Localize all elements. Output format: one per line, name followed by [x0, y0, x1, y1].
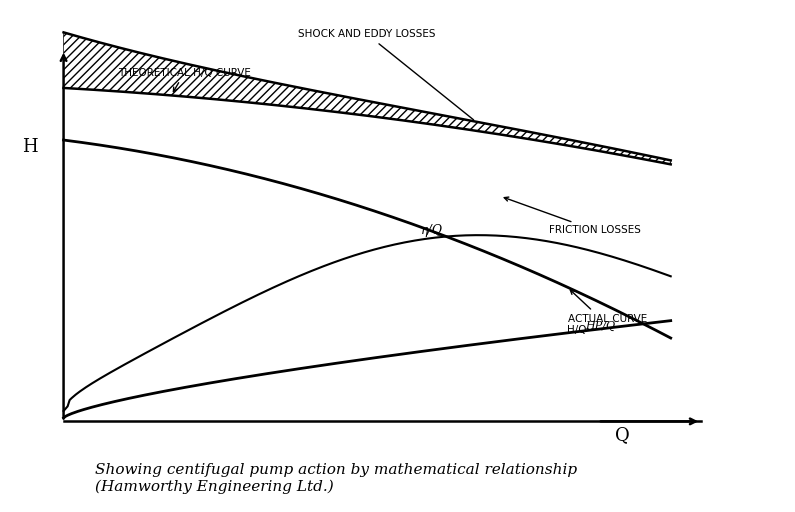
Text: Q: Q: [615, 426, 630, 444]
Text: ACTUAL CURVE
H/Q: ACTUAL CURVE H/Q: [568, 290, 647, 335]
Text: FRICTION LOSSES: FRICTION LOSSES: [504, 197, 641, 236]
Text: SHOCK AND EDDY LOSSES: SHOCK AND EDDY LOSSES: [298, 29, 474, 120]
Text: HP/Q: HP/Q: [585, 321, 615, 331]
Text: Showing centifugal pump action by mathematical relationship
(Hamworthy Engineeri: Showing centifugal pump action by mathem…: [95, 463, 577, 494]
Text: THEORETICAL H/Q CURVE: THEORETICAL H/Q CURVE: [118, 68, 251, 92]
Text: H: H: [22, 138, 38, 156]
Text: η/Q: η/Q: [421, 224, 443, 237]
